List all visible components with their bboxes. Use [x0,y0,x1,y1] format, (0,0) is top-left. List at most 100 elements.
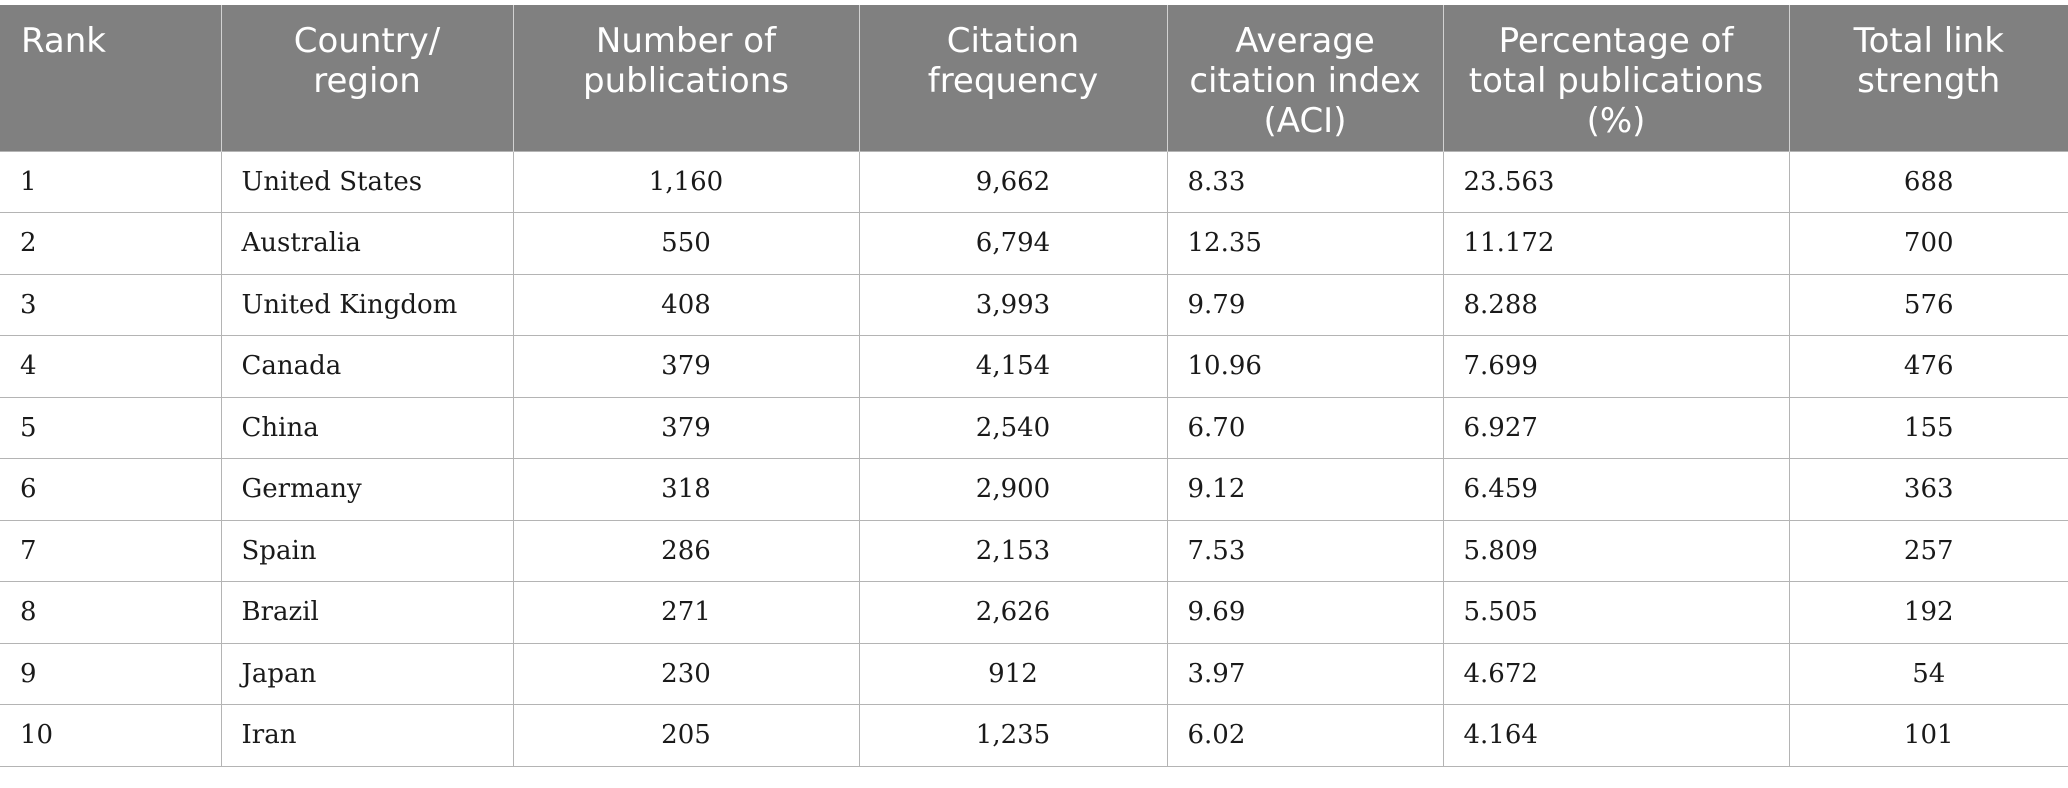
header-line: Rank [21,21,106,61]
aci-cell: 6.70 [1166,396,1444,459]
citations-cell: 9,662 [858,150,1168,213]
table-body: 1 United States 1,160 9,662 8.33 23.563 688 2 Au… [0,150,2068,767]
header-line: Country/ [293,21,441,61]
aci-cell: 3.97 [1166,642,1444,705]
link-strength-cell: 700 [1788,212,2068,275]
header-line: frequency [927,61,1099,101]
citations-cell: 2,540 [858,396,1168,459]
header-line: strength [1857,61,2001,101]
country-cell: United States [220,150,514,213]
country-cell: Iran [220,704,514,767]
publications-cell: 379 [512,335,860,398]
rank-cell: 7 [0,519,222,582]
rank-cell: 6 [0,458,222,521]
header-line: Citation [946,21,1080,61]
link-strength-cell: 476 [1788,335,2068,398]
table-row: 5 China 379 2,540 6.70 6.927 155 [0,396,2068,459]
link-strength-cell: 192 [1788,581,2068,644]
citations-cell: 3,993 [858,273,1168,336]
table-row: 1 United States 1,160 9,662 8.33 23.563 688 [0,150,2068,213]
publications-by-country-table: Rank Country/ region Number of publicati… [0,5,2068,767]
percentage-cell: 6.459 [1442,458,1790,521]
link-strength-cell: 54 [1788,642,2068,705]
country-cell: Brazil [220,581,514,644]
country-cell: Japan [220,642,514,705]
country-cell: United Kingdom [220,273,514,336]
percentage-cell: 8.288 [1442,273,1790,336]
country-cell: Germany [220,458,514,521]
rank-cell: 1 [0,150,222,213]
rank-cell: 10 [0,704,222,767]
aci-cell: 10.96 [1166,335,1444,398]
publications-cell: 205 [512,704,860,767]
header-citation-frequency: Citation frequency [858,5,1168,151]
link-strength-cell: 576 [1788,273,2068,336]
publications-cell: 286 [512,519,860,582]
table-row: 2 Australia 550 6,794 12.35 11.172 700 [0,212,2068,275]
rank-cell: 8 [0,581,222,644]
publications-cell: 1,160 [512,150,860,213]
header-percentage-of-total-publications: Percentage of total publications (%) [1442,5,1790,151]
table-row: 4 Canada 379 4,154 10.96 7.699 476 [0,335,2068,398]
header-line: Percentage of [1498,21,1734,61]
link-strength-cell: 688 [1788,150,2068,213]
country-cell: Spain [220,519,514,582]
country-cell: China [220,396,514,459]
citations-cell: 2,900 [858,458,1168,521]
percentage-cell: 5.505 [1442,581,1790,644]
percentage-cell: 6.927 [1442,396,1790,459]
country-cell: Australia [220,212,514,275]
aci-cell: 9.12 [1166,458,1444,521]
rank-cell: 9 [0,642,222,705]
rank-cell: 5 [0,396,222,459]
header-line: Total link [1853,21,2004,61]
publications-cell: 271 [512,581,860,644]
citations-cell: 4,154 [858,335,1168,398]
header-line: region [313,61,421,101]
header-rank: Rank [0,5,222,151]
country-cell: Canada [220,335,514,398]
aci-cell: 8.33 [1166,150,1444,213]
rank-cell: 3 [0,273,222,336]
header-line: publications [583,61,789,101]
link-strength-cell: 155 [1788,396,2068,459]
header-line: Average [1235,21,1375,61]
header-line: citation index [1189,61,1421,101]
table-row: 7 Spain 286 2,153 7.53 5.809 257 [0,519,2068,582]
table-row: 3 United Kingdom 408 3,993 9.79 8.288 576 [0,273,2068,336]
header-line: (ACI) [1263,101,1347,141]
citations-cell: 2,626 [858,581,1168,644]
link-strength-cell: 363 [1788,458,2068,521]
citations-cell: 6,794 [858,212,1168,275]
citations-cell: 1,235 [858,704,1168,767]
percentage-cell: 4.672 [1442,642,1790,705]
header-country-region: Country/ region [220,5,514,151]
header-number-of-publications: Number of publications [512,5,860,151]
table-row: 9 Japan 230 912 3.97 4.672 54 [0,642,2068,705]
percentage-cell: 23.563 [1442,150,1790,213]
table-row: 8 Brazil 271 2,626 9.69 5.505 192 [0,581,2068,644]
publications-cell: 550 [512,212,860,275]
table-row: 10 Iran 205 1,235 6.02 4.164 101 [0,704,2068,767]
header-total-link-strength: Total link strength [1788,5,2068,151]
percentage-cell: 4.164 [1442,704,1790,767]
percentage-cell: 7.699 [1442,335,1790,398]
aci-cell: 6.02 [1166,704,1444,767]
publications-cell: 408 [512,273,860,336]
publications-cell: 379 [512,396,860,459]
link-strength-cell: 101 [1788,704,2068,767]
citations-cell: 912 [858,642,1168,705]
table-row: 6 Germany 318 2,900 9.12 6.459 363 [0,458,2068,521]
table-header: Rank Country/ region Number of publicati… [0,5,2068,151]
percentage-cell: 5.809 [1442,519,1790,582]
publications-cell: 230 [512,642,860,705]
aci-cell: 9.69 [1166,581,1444,644]
header-line: (%) [1586,101,1646,141]
publications-cell: 318 [512,458,860,521]
aci-cell: 9.79 [1166,273,1444,336]
rank-cell: 2 [0,212,222,275]
header-line: total publications [1468,61,1764,101]
citations-cell: 2,153 [858,519,1168,582]
header-line: Number of [595,21,777,61]
header-row: Rank Country/ region Number of publicati… [0,5,2068,151]
